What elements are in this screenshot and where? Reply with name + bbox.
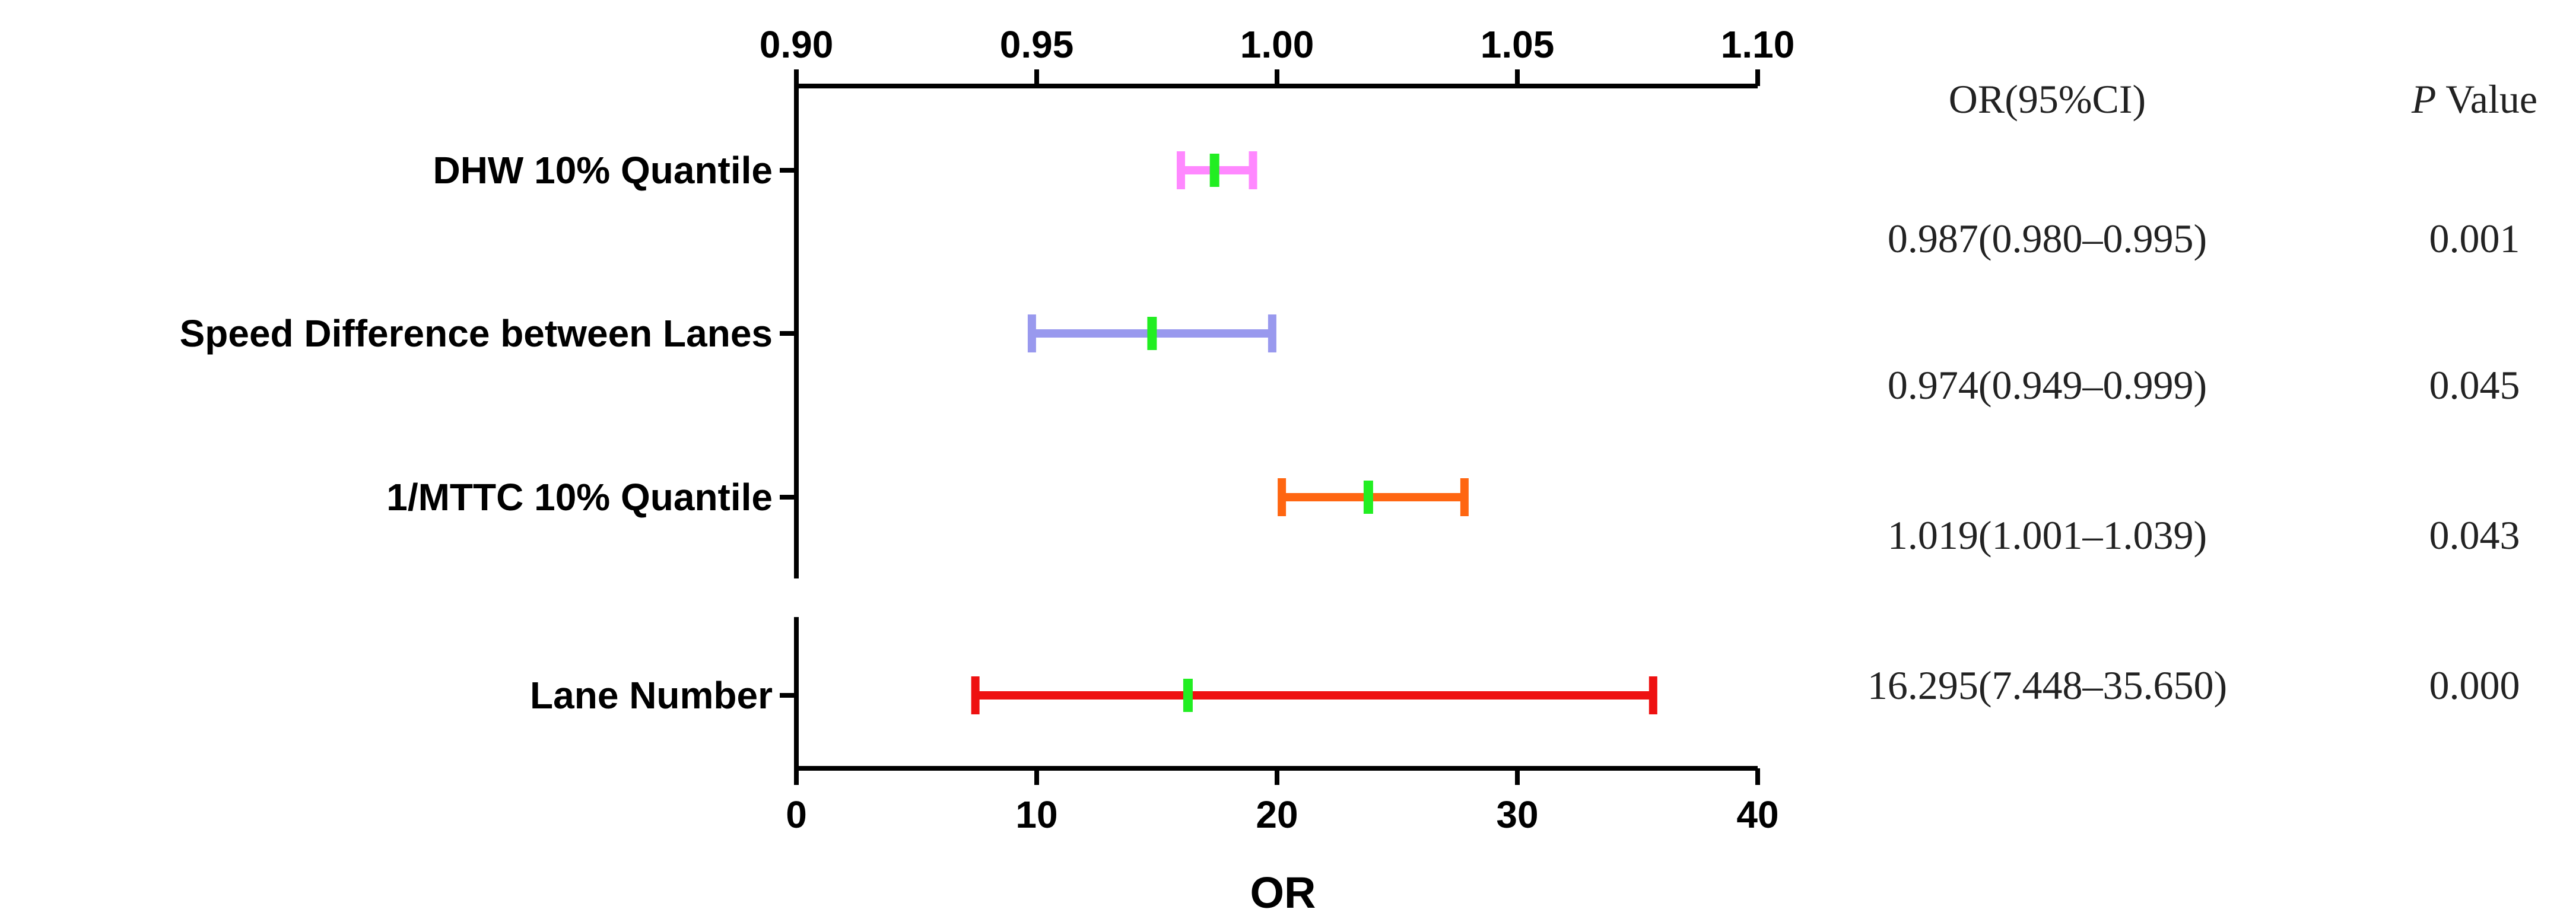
marks [971,151,1657,714]
row-label: 1/MTTC 10% Quantile [386,476,773,519]
p-value: 0.043 [2429,513,2520,558]
x-axis-title: OR [1250,868,1316,917]
or-ci-value: 16.295(7.448–35.650) [1867,663,2227,708]
top-axis-tick-label: 0.95 [1000,23,1074,66]
row-label: Lane Number [530,674,773,717]
bottom-axis-tick-label: 10 [1015,793,1057,836]
axes: 0.90 0.95 1.00 1.05 1.10 0 10 20 30 40 OR [760,23,1795,917]
p-value-header: P Value [2411,77,2537,122]
top-axis-tick-label: 1.05 [1481,23,1555,66]
bottom-axis-tick-label: 30 [1496,793,1538,836]
bottom-axis-tick-label: 0 [786,793,807,836]
bottom-axis-tick-label: 40 [1736,793,1778,836]
or-ci-header: OR(95%CI) [1949,77,2146,122]
bottom-axis-tick-label: 20 [1256,793,1298,836]
top-axis-tick-label: 1.00 [1240,23,1314,66]
or-ci-value: 0.987(0.980–0.995) [1888,216,2207,261]
or-ci-value: 0.974(0.949–0.999) [1888,363,2207,408]
or-ci-value: 1.019(1.001–1.039) [1888,513,2207,558]
p-value: 0.001 [2429,216,2520,261]
p-value: 0.000 [2429,663,2520,708]
row-label: DHW 10% Quantile [433,149,773,192]
or-table: OR(95%CI) P Value 0.987(0.980–0.995) 0.00… [1867,77,2537,708]
top-axis-tick-label: 0.90 [760,23,834,66]
p-value: 0.045 [2429,363,2520,408]
row-label: Speed Difference between Lanes [180,312,773,355]
top-axis-tick-label: 1.10 [1721,23,1795,66]
labels: DHW 10% Quantile Speed Difference between… [180,149,773,717]
